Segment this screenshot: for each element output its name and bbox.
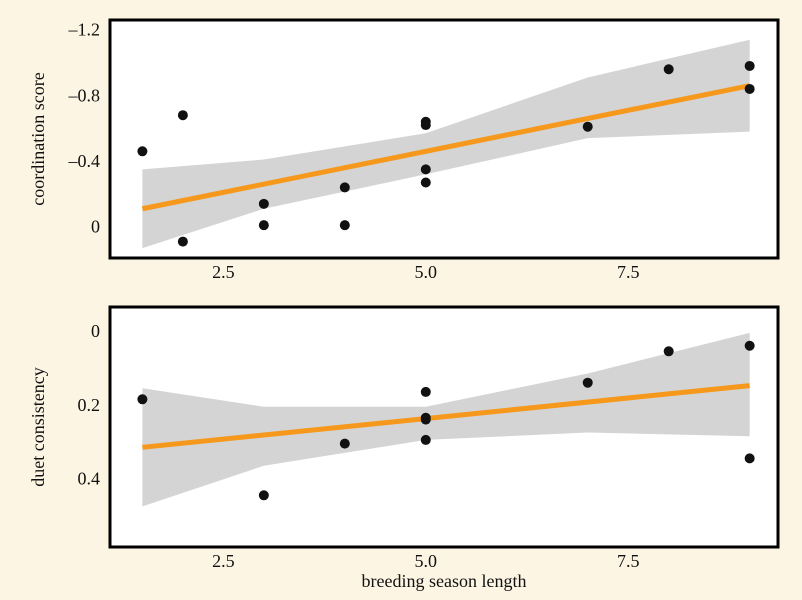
data-point <box>339 220 350 231</box>
x-tick-label: 5.0 <box>415 262 438 282</box>
data-point <box>744 340 755 351</box>
x-axis-label: breeding season length <box>362 571 527 591</box>
data-point <box>744 453 755 464</box>
x-tick-label: 2.5 <box>212 551 235 571</box>
plot-frame <box>108 18 780 260</box>
data-point <box>420 434 431 445</box>
y-axis-label: duet consistency <box>28 367 48 486</box>
y-tick-label: 0.2 <box>78 395 101 415</box>
confidence-band <box>142 332 750 507</box>
data-point <box>420 177 431 188</box>
y-tick-label: –0.8 <box>68 85 101 105</box>
y-tick-label: 0 <box>91 217 100 237</box>
data-point <box>420 386 431 397</box>
data-point <box>177 236 188 247</box>
y-axis-label: coordination score <box>28 72 48 205</box>
data-point <box>137 394 148 405</box>
data-point <box>744 60 755 71</box>
data-point <box>744 83 755 94</box>
data-point <box>339 182 350 193</box>
data-point <box>663 64 674 75</box>
x-tick-label: 2.5 <box>212 262 235 282</box>
data-point <box>420 120 431 131</box>
fit-line <box>141 83 751 212</box>
y-tick-label: –1.2 <box>68 20 101 40</box>
y-tick-label: –0.4 <box>68 151 101 171</box>
plot-frame <box>108 305 780 549</box>
data-point <box>258 220 269 231</box>
data-point <box>137 146 148 157</box>
data-point <box>582 377 593 388</box>
data-point <box>420 414 431 425</box>
x-tick-label: 5.0 <box>415 551 438 571</box>
y-tick-label: 0.4 <box>78 469 101 489</box>
confidence-band <box>142 39 750 249</box>
y-tick-label: 0 <box>91 321 100 341</box>
x-tick-label: 7.5 <box>617 262 640 282</box>
data-point <box>420 164 431 175</box>
data-point <box>177 110 188 121</box>
fit-line <box>142 383 750 450</box>
x-tick-label: 7.5 <box>617 551 640 571</box>
data-point <box>663 346 674 357</box>
data-point <box>339 438 350 449</box>
data-point <box>582 121 593 132</box>
data-point <box>258 198 269 209</box>
data-point <box>258 490 269 501</box>
